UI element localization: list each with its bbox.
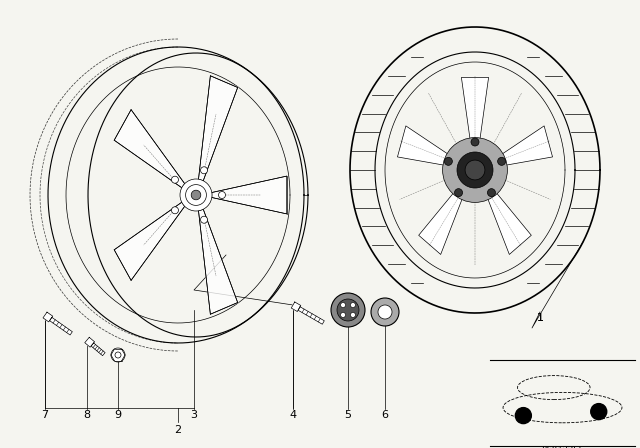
Circle shape: [454, 189, 463, 197]
Text: 4: 4: [289, 410, 296, 420]
Circle shape: [471, 138, 479, 146]
Circle shape: [331, 293, 365, 327]
Polygon shape: [198, 76, 237, 181]
Circle shape: [186, 185, 206, 205]
Circle shape: [457, 152, 493, 188]
Circle shape: [515, 408, 531, 424]
Circle shape: [465, 160, 485, 180]
Circle shape: [351, 302, 355, 307]
Circle shape: [444, 157, 452, 165]
Circle shape: [340, 312, 346, 318]
Circle shape: [340, 302, 346, 307]
Text: 6: 6: [381, 410, 388, 420]
Circle shape: [218, 191, 225, 198]
Polygon shape: [212, 176, 287, 214]
Polygon shape: [84, 337, 95, 347]
Polygon shape: [491, 126, 552, 168]
Polygon shape: [91, 343, 105, 356]
Circle shape: [191, 190, 201, 200]
Circle shape: [371, 298, 399, 326]
Polygon shape: [114, 202, 185, 280]
Text: 0C012255: 0C012255: [541, 445, 584, 448]
Text: 8: 8: [83, 410, 91, 420]
Circle shape: [443, 138, 508, 202]
Text: 5: 5: [344, 410, 351, 420]
Polygon shape: [483, 182, 531, 254]
Polygon shape: [419, 182, 467, 254]
Circle shape: [591, 404, 607, 420]
Circle shape: [488, 189, 495, 197]
Circle shape: [351, 312, 355, 318]
Text: 7: 7: [42, 410, 49, 420]
Polygon shape: [43, 312, 52, 322]
Text: 1: 1: [536, 313, 543, 323]
Circle shape: [172, 176, 179, 183]
Circle shape: [337, 299, 359, 321]
Circle shape: [200, 167, 207, 174]
Polygon shape: [397, 126, 459, 168]
Polygon shape: [298, 307, 324, 324]
Circle shape: [172, 207, 179, 214]
Polygon shape: [49, 317, 72, 335]
Polygon shape: [461, 78, 488, 152]
Circle shape: [200, 216, 207, 223]
Circle shape: [378, 305, 392, 319]
Text: 2: 2: [175, 425, 182, 435]
Text: 3: 3: [191, 410, 198, 420]
Circle shape: [115, 352, 121, 358]
Polygon shape: [114, 110, 185, 188]
Circle shape: [180, 179, 212, 211]
Polygon shape: [291, 302, 301, 311]
Polygon shape: [198, 209, 237, 314]
Text: 1: 1: [536, 313, 543, 323]
Circle shape: [498, 157, 506, 165]
Circle shape: [111, 348, 125, 362]
Text: 9: 9: [115, 410, 122, 420]
